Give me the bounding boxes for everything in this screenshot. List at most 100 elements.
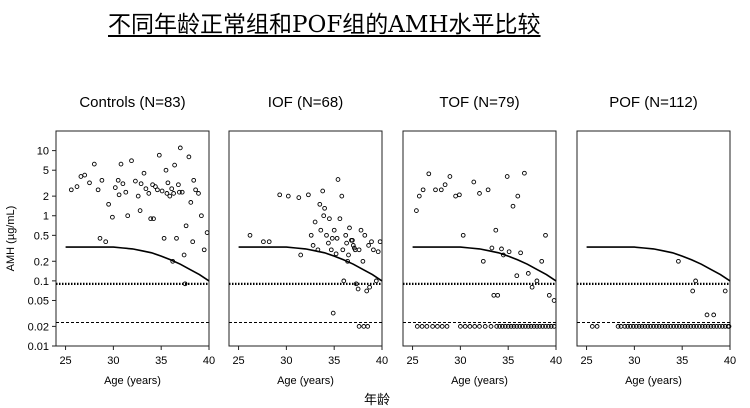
data-point — [163, 167, 169, 173]
data-point — [659, 324, 665, 329]
data-point — [333, 251, 339, 257]
data-point — [161, 235, 167, 241]
x-tick-label: 25 — [59, 355, 71, 367]
data-point — [525, 271, 531, 276]
x-tick-label: 40 — [203, 355, 215, 367]
x-tick-label: 30 — [280, 355, 292, 367]
data-point — [414, 208, 419, 213]
x-tick-label: 30 — [107, 355, 119, 367]
data-point — [377, 239, 383, 245]
data-point — [540, 324, 545, 329]
data-point — [485, 187, 491, 193]
data-point — [539, 258, 545, 264]
data-point — [315, 247, 321, 253]
data-point — [78, 174, 84, 179]
data-point — [350, 243, 356, 248]
data-point — [460, 232, 466, 238]
data-point — [355, 286, 361, 292]
data-point — [177, 189, 182, 195]
data-point — [266, 239, 272, 245]
data-point — [164, 191, 170, 196]
data-point — [125, 213, 131, 219]
data-point — [500, 324, 505, 329]
data-point — [499, 246, 504, 252]
data-point — [714, 324, 719, 329]
data-point — [676, 324, 682, 329]
data-point — [366, 243, 371, 248]
footer-label: 年龄 — [364, 393, 391, 408]
data-point — [594, 324, 600, 329]
data-point — [153, 184, 158, 189]
data-point — [327, 216, 332, 222]
x-tick-label: 30 — [454, 355, 466, 367]
data-point — [419, 324, 425, 329]
data-point — [505, 324, 511, 329]
data-point — [135, 193, 141, 199]
data-point — [424, 324, 430, 329]
data-point — [722, 288, 728, 294]
x-tick-label: 25 — [232, 355, 244, 367]
data-point — [688, 324, 694, 329]
data-point — [694, 324, 699, 329]
panel-4: POF (N=112) 25 30 35 40 Age (years) — [576, 94, 736, 387]
data-point — [182, 281, 188, 287]
data-point — [167, 193, 173, 199]
data-point — [508, 324, 514, 329]
data-point — [543, 324, 548, 329]
y-tick-label: 0.02 — [28, 321, 49, 333]
data-point — [360, 258, 366, 264]
panel-title: Controls (N=83) — [79, 94, 185, 111]
data-point — [296, 195, 302, 200]
data-point — [351, 245, 357, 251]
data-point — [103, 239, 109, 245]
data-point — [193, 187, 198, 193]
data-point — [345, 258, 350, 264]
data-point — [343, 232, 349, 238]
fit-curve — [412, 246, 557, 282]
data-point — [110, 214, 115, 220]
data-point — [298, 252, 304, 258]
data-point — [520, 324, 525, 329]
x-axis-label: Age (years) — [451, 375, 508, 387]
data-point — [141, 170, 147, 176]
data-point — [665, 324, 671, 329]
panel-2: IOF (N=68) 25 30 35 40 Age (years) — [228, 94, 388, 387]
data-point — [654, 324, 659, 329]
data-point — [726, 324, 732, 329]
data-point — [525, 324, 531, 329]
data-point — [361, 324, 367, 329]
x-tick-label: 40 — [376, 355, 388, 367]
y-tick-label: 0.01 — [28, 341, 49, 353]
data-point — [506, 249, 512, 255]
data-point — [551, 324, 557, 329]
data-point — [123, 189, 129, 195]
data-point — [439, 324, 445, 329]
data-point — [720, 324, 725, 329]
data-point — [477, 191, 482, 196]
x-axis-label: Age (years) — [104, 375, 161, 387]
data-point — [548, 324, 554, 329]
data-point — [324, 232, 329, 238]
data-point — [543, 232, 548, 238]
data-point — [82, 172, 88, 178]
y-tick-label: 0.5 — [34, 230, 49, 242]
data-point — [471, 179, 477, 185]
data-point — [133, 178, 138, 184]
data-point — [639, 324, 645, 329]
x-tick-label: 30 — [628, 355, 640, 367]
data-point — [87, 180, 92, 186]
data-point — [480, 258, 486, 264]
data-point — [320, 188, 326, 194]
data-point — [447, 174, 453, 179]
data-point — [625, 324, 631, 329]
data-point — [515, 193, 521, 199]
data-point — [337, 216, 343, 222]
data-point — [472, 324, 478, 329]
fit-curve — [586, 246, 731, 282]
y-tick-label: 2 — [43, 191, 49, 203]
data-point — [504, 174, 510, 179]
data-point — [642, 324, 648, 329]
data-point — [373, 278, 379, 284]
data-point — [491, 292, 497, 298]
data-point — [631, 324, 636, 329]
